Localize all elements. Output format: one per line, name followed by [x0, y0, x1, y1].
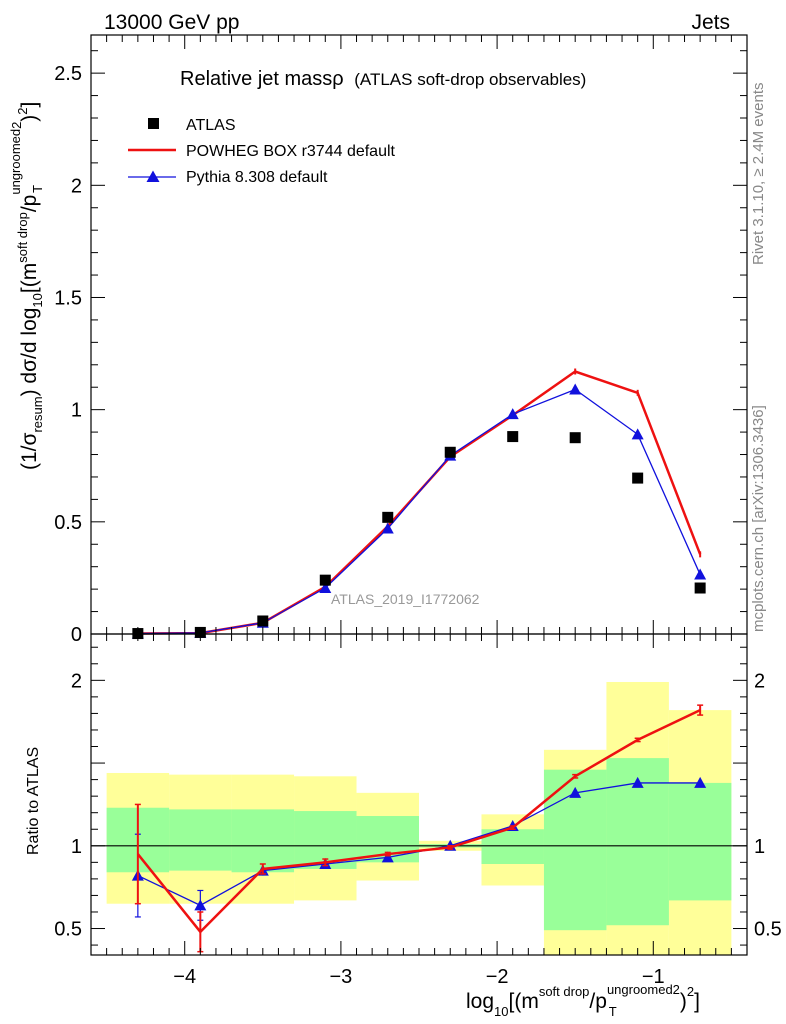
pythia-ratio-marker	[694, 776, 707, 788]
mcplots-label: mcplots.cern.ch [arXiv:1306.3436]	[750, 405, 767, 632]
atlas-marker	[632, 472, 644, 484]
band-inner	[231, 809, 295, 873]
legend-label-pythia: Pythia 8.308 default	[186, 169, 328, 186]
y-tick-label: 0.5	[54, 919, 82, 941]
x-tick-label: −2	[486, 966, 509, 988]
atlas-marker	[319, 574, 331, 586]
y-tick-label: 0.5	[54, 512, 82, 534]
ratio-panel: −4 −3 −2 −10.5 0.51 12 2 Ratio to ATLAS log10[…	[25, 633, 782, 1019]
atlas-marker	[694, 582, 706, 594]
atlas-marker	[569, 432, 581, 444]
legend-marker-atlas	[148, 118, 159, 129]
x-tick-label: −1	[642, 966, 665, 988]
atlas-marker	[257, 615, 269, 627]
y-tick-label-right: 1	[754, 836, 765, 858]
atlas-marker	[444, 446, 456, 458]
ratio-axes: −4 −3 −2 −1 0.5 0.5 1 1 2 2	[54, 634, 782, 988]
y-tick-label-right: 2	[754, 670, 765, 692]
pythia-ratio-marker	[631, 776, 644, 788]
watermark: ATLAS_2019_I1772062	[331, 591, 480, 607]
x-tick-label: −4	[173, 966, 196, 988]
band-inner	[668, 782, 732, 901]
y-tick-label: 0	[71, 624, 82, 646]
atlas-marker	[507, 431, 519, 443]
header-left: 13000 GeV pp	[104, 11, 239, 34]
legend-label-powheg: POWHEG BOX r3744 default	[186, 143, 396, 160]
legend-marker-pythia	[146, 170, 160, 182]
main-panel: 0 0.5 1 1.5 2 2.5 Relative jet massρ (ATLAS s…	[8, 34, 748, 646]
pythia-marker	[569, 383, 582, 395]
plot-title-main: Relative jet massρ	[180, 68, 344, 90]
y-tick-label: 2.5	[54, 63, 82, 85]
y-tick-label: 2	[71, 670, 82, 692]
plot-title-sub: (ATLAS soft-drop observables)	[354, 70, 586, 89]
y-tick-label: 2	[71, 175, 82, 197]
atlas-marker	[382, 511, 394, 523]
y-tick-label: 1	[71, 400, 82, 422]
pythia-marker	[694, 568, 707, 580]
pythia-ratio-marker	[569, 786, 582, 798]
ratio-y-axis-label: Ratio to ATLAS	[25, 747, 42, 855]
pythia-marker	[319, 582, 332, 594]
pythia-marker	[506, 408, 519, 420]
pythia-marker	[381, 522, 394, 534]
main-axes: 0 0.5 1 1.5 2 2.5	[54, 35, 748, 646]
y-tick-label: 1	[71, 836, 82, 858]
main-y-axis-label: (1/σresum) dσ/d log10[(msoft drop/pungro…	[8, 102, 45, 470]
pythia-ratio-marker	[194, 899, 207, 911]
rivet-label: Rivet 3.1.10, ≥ 2.4M events	[750, 83, 767, 266]
ratio-data-layer	[91, 681, 747, 955]
y-tick-label-right: 0.5	[754, 919, 782, 941]
header-right: Jets	[691, 11, 730, 34]
pythia-marker	[631, 428, 644, 440]
legend-label-atlas: ATLAS	[186, 117, 236, 134]
plot-title: Relative jet massρ (ATLAS soft-drop obse…	[180, 68, 586, 90]
pythia-ratio-marker	[381, 851, 394, 863]
y-tick-label: 1.5	[54, 287, 82, 309]
x-tick-label: −3	[329, 966, 352, 988]
band-inner	[169, 809, 232, 871]
legend: ATLAS POWHEG BOX r3744 default Pythia 8.…	[128, 117, 396, 186]
powheg-ratio-line	[136, 708, 701, 934]
